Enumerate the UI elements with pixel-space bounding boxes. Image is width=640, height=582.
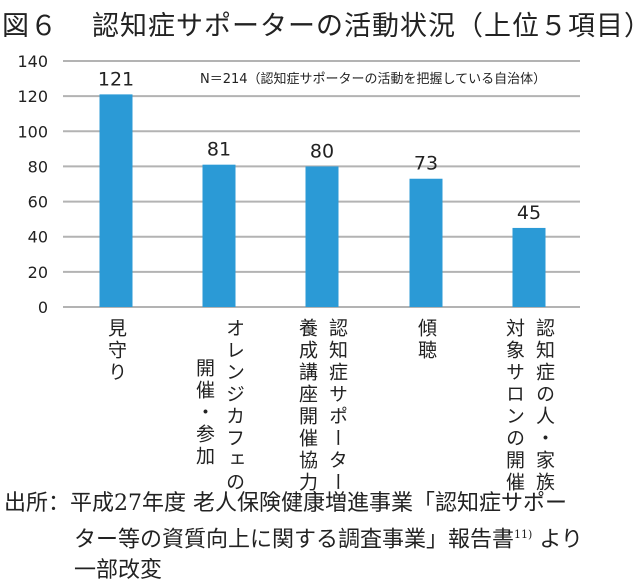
- category-label-line: 傾聴: [415, 318, 437, 362]
- category-label-line: 認知症サポーター: [326, 318, 348, 494]
- bar: [202, 164, 236, 307]
- bar: [305, 166, 339, 307]
- category-label: 見守り: [104, 318, 128, 384]
- source-line-3: 一部改変: [74, 558, 163, 582]
- bar: [409, 178, 443, 307]
- source-text: より: [539, 527, 583, 553]
- y-tick-label: 80: [28, 157, 48, 176]
- reference-mark: 11): [514, 528, 533, 541]
- source-line-2: ター等の資質向上に関する調査事業」報告書11) より: [4, 519, 583, 555]
- category-label-line: オレンジカフェの: [223, 318, 245, 494]
- source-text: ター等の資質向上に関する調査事業」報告書: [74, 527, 515, 553]
- source-line-1: 出所：平成27年度 老人保険健康増進事業「認知症サポー: [4, 491, 567, 516]
- data-label: 80: [310, 140, 334, 162]
- category-label-line: 養成講座開催協力: [296, 318, 318, 494]
- source-note: 出所：平成27年度 老人保険健康増進事業「認知症サポー ター等の資質向上に関する…: [4, 488, 583, 582]
- category-label-line: 対象サロンの開催: [503, 318, 525, 494]
- sample-note: N＝214（認知症サポーターの活動を把握している自治体）: [200, 72, 547, 87]
- chart-title: 図６ 認知症サポーターの活動状況（上位５項目）: [2, 4, 640, 43]
- data-label: 81: [207, 139, 231, 161]
- data-label: 45: [517, 202, 541, 224]
- y-tick-label: 120: [17, 87, 48, 106]
- y-tick-label: 40: [28, 228, 48, 247]
- y-tick-label: 60: [28, 193, 48, 212]
- y-tick-label: 20: [28, 263, 48, 282]
- y-tick-label: 140: [17, 52, 48, 71]
- bar: [99, 94, 133, 307]
- title-text: 認知症サポーターの活動状況（上位５項目）: [92, 11, 640, 42]
- category-label: 認知症の人・家族 対象サロンの開催: [502, 318, 556, 494]
- category-label-line: 見守り: [105, 318, 127, 384]
- category-label-line: 認知症の人・家族: [533, 318, 555, 494]
- data-label: 121: [98, 68, 134, 90]
- figure-number: 図６: [2, 11, 58, 42]
- bar: [512, 227, 546, 307]
- category-label-line: 開催・参加: [193, 358, 215, 468]
- category-label: 傾聴: [414, 318, 438, 362]
- category-label: 認知症サポーター 養成講座開催協力: [295, 318, 349, 494]
- y-tick-label: 0: [38, 298, 48, 317]
- data-label: 73: [414, 153, 438, 175]
- y-tick-label: 100: [17, 122, 48, 141]
- category-label: オレンジカフェの 開催・参加: [192, 318, 246, 494]
